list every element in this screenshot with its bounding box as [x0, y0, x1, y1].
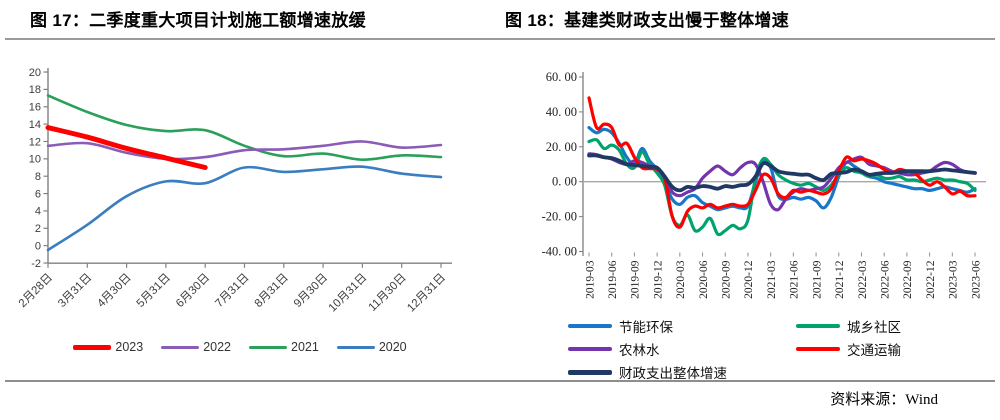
figure18-line-chart: 60. 00 40. 00 20. 00 0. 00 -20. 00 -40. 00 201…: [542, 70, 986, 299]
svg-text:2021-06: 2021-06: [789, 260, 801, 299]
source-note: 资料来源：Wind: [830, 392, 938, 408]
svg-text:2022-12: 2022-12: [925, 260, 937, 299]
svg-text:7月31日: 7月31日: [213, 272, 251, 310]
legend-swatch-2023: [73, 344, 112, 350]
svg-text:2019-03: 2019-03: [584, 260, 596, 299]
svg-text:2023-06: 2023-06: [970, 260, 982, 299]
svg-text:6月30日: 6月30日: [174, 272, 212, 310]
svg-text:2: 2: [35, 223, 41, 235]
legend-item-transportation: 交通运输: [796, 339, 901, 359]
legend-swatch-urban-rural-community: [796, 324, 840, 328]
legend-item-2023: 2023: [73, 340, 143, 354]
legend-item-energy-conservation: 节能环保: [568, 316, 796, 336]
legend-item-urban-rural-community: 城乡社区: [796, 316, 901, 336]
svg-text:2022-06: 2022-06: [879, 260, 891, 299]
svg-text:60. 00: 60. 00: [546, 70, 577, 84]
legend-swatch-2022: [161, 345, 200, 349]
legend-item-2020: 2020: [336, 340, 407, 354]
figure18-legend: 节能环保 城乡社区 农林水 交通运输 财政支出整体增速: [568, 316, 901, 382]
svg-text:4: 4: [35, 206, 41, 218]
svg-text:18: 18: [29, 84, 41, 96]
svg-text:5月31日: 5月31日: [135, 272, 173, 310]
svg-text:12: 12: [29, 136, 41, 148]
legend-swatch-overall-fiscal-expenditure: [568, 369, 612, 375]
legend-label-energy-conservation: 节能环保: [619, 320, 673, 335]
legend-swatch-energy-conservation: [568, 324, 612, 328]
svg-text:10月31日: 10月31日: [327, 272, 370, 315]
svg-text:0. 00: 0. 00: [552, 175, 577, 189]
svg-text:2023-03: 2023-03: [948, 260, 960, 299]
svg-text:2020-09: 2020-09: [721, 260, 733, 299]
svg-text:3月31日: 3月31日: [56, 272, 94, 310]
legend-item-agriculture-water: 农林水: [568, 339, 796, 359]
figure17-title: 图 17：二季度重大项目计划施工额增速放缓: [30, 11, 366, 30]
svg-text:40. 00: 40. 00: [546, 105, 577, 119]
svg-text:10: 10: [29, 154, 41, 166]
legend-swatch-agriculture-water: [568, 347, 612, 351]
legend-label-2021: 2021: [291, 340, 319, 354]
legend-label-agriculture-water: 农林水: [619, 343, 660, 358]
svg-text:9月30日: 9月30日: [292, 272, 330, 310]
svg-text:2月28日: 2月28日: [17, 272, 55, 310]
svg-text:-2: -2: [31, 258, 41, 270]
svg-text:8月31日: 8月31日: [253, 272, 291, 310]
svg-text:11月30日: 11月30日: [367, 272, 409, 314]
legend-item-2021: 2021: [249, 340, 319, 354]
title-divider: [5, 38, 995, 40]
svg-text:2021-12: 2021-12: [834, 260, 846, 299]
legend-label-urban-rural-community: 城乡社区: [847, 320, 901, 335]
svg-text:2020-12: 2020-12: [743, 260, 755, 299]
svg-text:2019-09: 2019-09: [630, 260, 642, 299]
legend-label-transportation: 交通运输: [847, 343, 901, 358]
figure18-title: 图 18：基建类财政支出慢于整体增速: [505, 11, 790, 30]
legend-label-2020: 2020: [378, 340, 407, 354]
legend-swatch-2020: [336, 345, 375, 349]
svg-text:2020-06: 2020-06: [698, 260, 710, 299]
svg-text:6: 6: [35, 188, 41, 200]
legend-item-overall-fiscal-expenditure: 财政支出整体增速: [568, 362, 796, 382]
svg-text:2019-12: 2019-12: [652, 260, 664, 299]
legend-label-2023: 2023: [115, 340, 144, 354]
svg-text:20: 20: [29, 67, 41, 79]
svg-text:-40. 00: -40. 00: [542, 245, 577, 259]
svg-text:2021-09: 2021-09: [811, 260, 823, 299]
svg-text:2022-03: 2022-03: [857, 260, 869, 299]
svg-text:2019-06: 2019-06: [607, 260, 619, 299]
legend-item-2022: 2022: [161, 340, 231, 354]
svg-text:2021-03: 2021-03: [766, 260, 778, 299]
legend-label-2022: 2022: [203, 340, 231, 354]
legend-swatch-2021: [249, 345, 287, 349]
figure17-legend: 2023 2022 2021 2020: [25, 340, 455, 354]
svg-text:4月30日: 4月30日: [95, 272, 133, 310]
svg-text:0: 0: [35, 240, 41, 252]
svg-text:12月31日: 12月31日: [405, 272, 448, 315]
svg-text:2020-03: 2020-03: [675, 260, 687, 299]
footer-divider: [5, 380, 995, 382]
legend-label-overall-fiscal-expenditure: 财政支出整体增速: [619, 366, 727, 381]
legend-swatch-transportation: [796, 347, 840, 351]
svg-text:20. 00: 20. 00: [546, 140, 577, 154]
svg-text:8: 8: [35, 171, 41, 183]
svg-text:14: 14: [29, 119, 41, 131]
svg-text:2022-09: 2022-09: [902, 260, 914, 299]
svg-text:16: 16: [29, 102, 41, 114]
svg-text:-20. 00: -20. 00: [542, 210, 577, 224]
